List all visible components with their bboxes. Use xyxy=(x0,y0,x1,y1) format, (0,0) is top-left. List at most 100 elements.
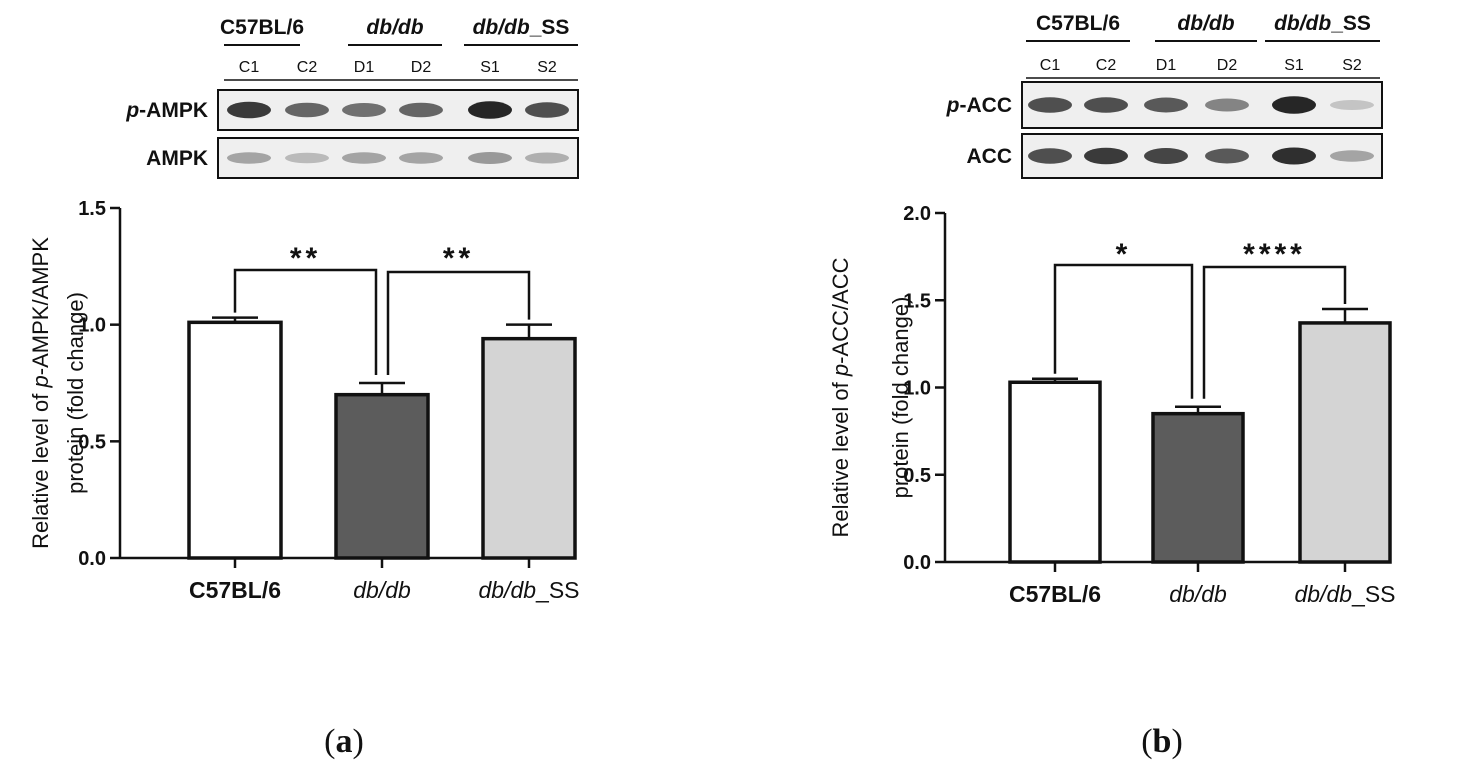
bar xyxy=(1008,380,1102,564)
blot-band xyxy=(1028,97,1072,113)
blot-group-text: C57BL/6 xyxy=(1036,12,1120,35)
x-tick-label-text: db/db xyxy=(1294,581,1352,607)
blot-band xyxy=(1205,98,1249,112)
blot-lane-text: C2 xyxy=(1096,57,1117,74)
y-axis-label-line2: protein (fold change) xyxy=(63,292,88,494)
bar xyxy=(187,320,283,560)
blot-row-label-text: -AMPK xyxy=(139,99,208,122)
x-tick-label-suffix: _SS xyxy=(1351,581,1395,607)
blot-strip xyxy=(1021,81,1383,129)
y-tick-label: 2.0 xyxy=(903,203,931,225)
x-tick-label: db/db xyxy=(353,577,411,603)
blot-group-text: C57BL/6 xyxy=(220,16,304,39)
blot-lane-label: C1 xyxy=(1040,57,1061,74)
y-tick-label: 0.5 xyxy=(903,465,931,487)
blot-strip xyxy=(217,137,579,179)
blot-band xyxy=(1144,148,1188,164)
blot-group-label: db/db xyxy=(1177,12,1234,35)
y-axis-label-prefix: Relative level of xyxy=(28,387,53,548)
x-tick-label: C57BL/6 xyxy=(189,577,281,603)
blot-lane-text: D1 xyxy=(1156,57,1177,74)
bars xyxy=(187,316,577,560)
panel-label-open: ( xyxy=(324,723,335,760)
blot-group-text: db/db xyxy=(1177,12,1234,35)
blot-lane-text: S1 xyxy=(1284,57,1304,74)
blot-lane-label: D1 xyxy=(1156,57,1177,74)
blot-strip xyxy=(217,89,579,131)
significance-bracket xyxy=(233,268,378,375)
blot-lane-text: D2 xyxy=(1217,57,1238,74)
panel-label-open: ( xyxy=(1141,723,1152,760)
blot-band xyxy=(1272,96,1316,114)
blot-band xyxy=(1330,100,1374,110)
blot-group-text: db/db xyxy=(473,16,530,39)
blot-group-text: db/db xyxy=(366,16,423,39)
blot-band xyxy=(399,102,443,118)
blot-band xyxy=(285,152,329,164)
significance-marker: ** xyxy=(443,242,474,275)
y-tick-label: 0.0 xyxy=(903,552,931,574)
blot-group-label: db/db xyxy=(366,16,423,39)
significance-marker: **** xyxy=(1243,238,1306,271)
y-tick-label: 1.0 xyxy=(903,378,931,400)
blot-row-label-text: AMPK xyxy=(146,147,208,170)
y-tick-label: 1.0 xyxy=(78,315,106,337)
blot-group-text: db/db xyxy=(1274,12,1331,35)
panel-label-close: ) xyxy=(1171,723,1182,760)
blot-band xyxy=(342,152,386,164)
blot-lane-text: C2 xyxy=(297,59,318,76)
y-axis-label-line2: protein (fold change) xyxy=(888,297,913,499)
blot-group-label: db/db_SS xyxy=(1274,12,1371,35)
y-axis-label-line1: Relative level of p-AMPK/AMPK xyxy=(28,237,53,549)
y-axis-label-prefix: Relative level of xyxy=(828,376,853,537)
panel-label-letter: a xyxy=(336,723,353,760)
panel-label: (b) xyxy=(1141,723,1183,760)
blot-row-label: ACC xyxy=(967,145,1013,168)
y-tick-label: 1.5 xyxy=(903,290,931,312)
x-tick-label-text: C57BL/6 xyxy=(189,577,281,603)
y-axis-label: Relative level of p-ACC/ACC protein (fold… xyxy=(828,257,913,537)
blot-band xyxy=(342,103,386,117)
blot-band xyxy=(1084,97,1128,113)
x-tick-label-text: db/db xyxy=(353,577,411,603)
blot-lane-label: D2 xyxy=(411,59,432,76)
significance-bracket xyxy=(386,270,531,375)
blot-lane-label: C2 xyxy=(1096,57,1117,74)
blot-band xyxy=(1330,150,1374,162)
blot-row-label-text: ACC xyxy=(967,145,1013,168)
blot-group-suffix: _SS xyxy=(529,16,570,39)
blot-band xyxy=(468,101,512,119)
x-tick-label-suffix: _SS xyxy=(535,577,579,603)
blot-row-label-text: -ACC xyxy=(960,94,1013,117)
y-axis-label: Relative level of p-AMPK/AMPK protein (fo… xyxy=(28,237,88,549)
y-tick-label: 0.0 xyxy=(78,548,106,570)
blot-lane-text: D1 xyxy=(354,59,375,76)
blot-row-label: AMPK xyxy=(146,147,208,170)
y-tick-label: 0.5 xyxy=(78,431,106,453)
x-tick-label: C57BL/6 xyxy=(1009,581,1101,607)
blot-band xyxy=(1272,147,1316,165)
blot-group-label: C57BL/6 xyxy=(220,16,304,39)
y-axis-label-italic: p xyxy=(28,375,53,388)
blot-lane-label: S1 xyxy=(1284,57,1304,74)
blot-band xyxy=(525,102,569,118)
x-tick-label-text: C57BL/6 xyxy=(1009,581,1101,607)
blot-lane-text: D2 xyxy=(411,59,432,76)
x-tick-label: db/db xyxy=(1169,581,1227,607)
blot-group-label: db/db_SS xyxy=(473,16,570,39)
blot-band xyxy=(399,152,443,164)
blot-lane-label: D2 xyxy=(1217,57,1238,74)
blot-band xyxy=(1084,147,1128,165)
panel-label: (a) xyxy=(324,723,364,760)
blot-band xyxy=(525,152,569,164)
blot-lane-label: S2 xyxy=(1342,57,1362,74)
blot-band xyxy=(227,152,271,164)
blot-band xyxy=(468,152,512,164)
significance-bracket xyxy=(1053,263,1194,399)
blot-group-label: C57BL/6 xyxy=(1036,12,1120,35)
y-axis-label-suffix: -AMPK/AMPK xyxy=(28,237,53,375)
x-tick-label-text: db/db xyxy=(1169,581,1227,607)
blot-row-label-italic: p xyxy=(125,99,139,122)
